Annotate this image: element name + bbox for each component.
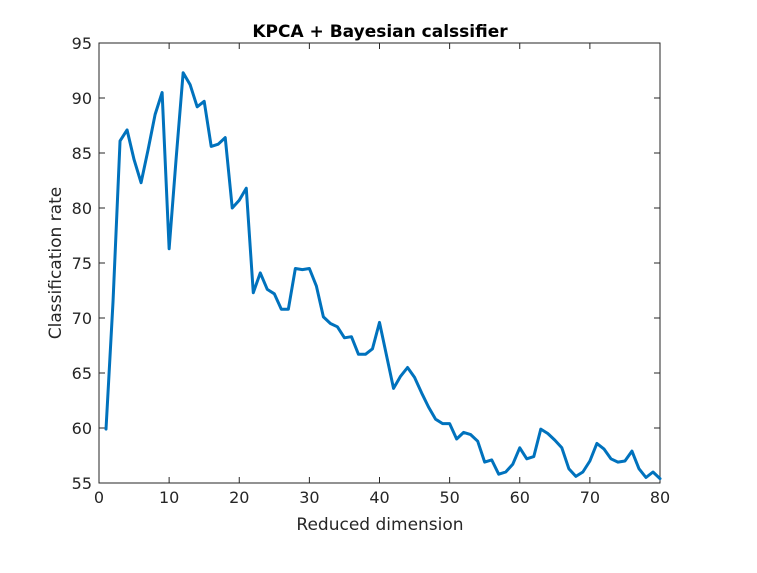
plot-frame [98, 42, 661, 484]
x-tick-label: 60 [510, 488, 530, 507]
x-tick-label: 70 [580, 488, 600, 507]
y-tick-label: 75 [72, 254, 92, 273]
y-tick-label: 90 [72, 89, 92, 108]
x-tick-label: 0 [94, 488, 104, 507]
x-tick-label: 40 [369, 488, 389, 507]
plot-axes [98, 42, 661, 484]
series-line [104, 71, 662, 481]
y-axis-ticks: 55 60 65 70 75 80 85 90 95 [72, 34, 660, 493]
y-tick-label: 70 [72, 309, 92, 328]
y-axis-label: Classification rate [46, 187, 66, 339]
x-tick-label: 10 [159, 488, 179, 507]
x-tick-label: 20 [229, 488, 249, 507]
y-tick-label: 80 [72, 199, 92, 218]
x-axis-label: Reduced dimension [296, 515, 463, 535]
chart-title: KPCA + Bayesian calssifier [252, 22, 508, 42]
x-tick-label: 80 [650, 488, 670, 507]
x-axis-ticks: 0 10 20 30 40 50 60 70 80 [94, 43, 670, 507]
x-tick-label: 30 [299, 488, 319, 507]
y-tick-label: 85 [72, 144, 92, 163]
y-tick-label: 65 [72, 364, 92, 383]
y-tick-label: 60 [72, 419, 92, 438]
y-tick-label: 95 [72, 34, 92, 53]
y-tick-label: 55 [72, 474, 92, 493]
x-tick-label: 50 [439, 488, 459, 507]
